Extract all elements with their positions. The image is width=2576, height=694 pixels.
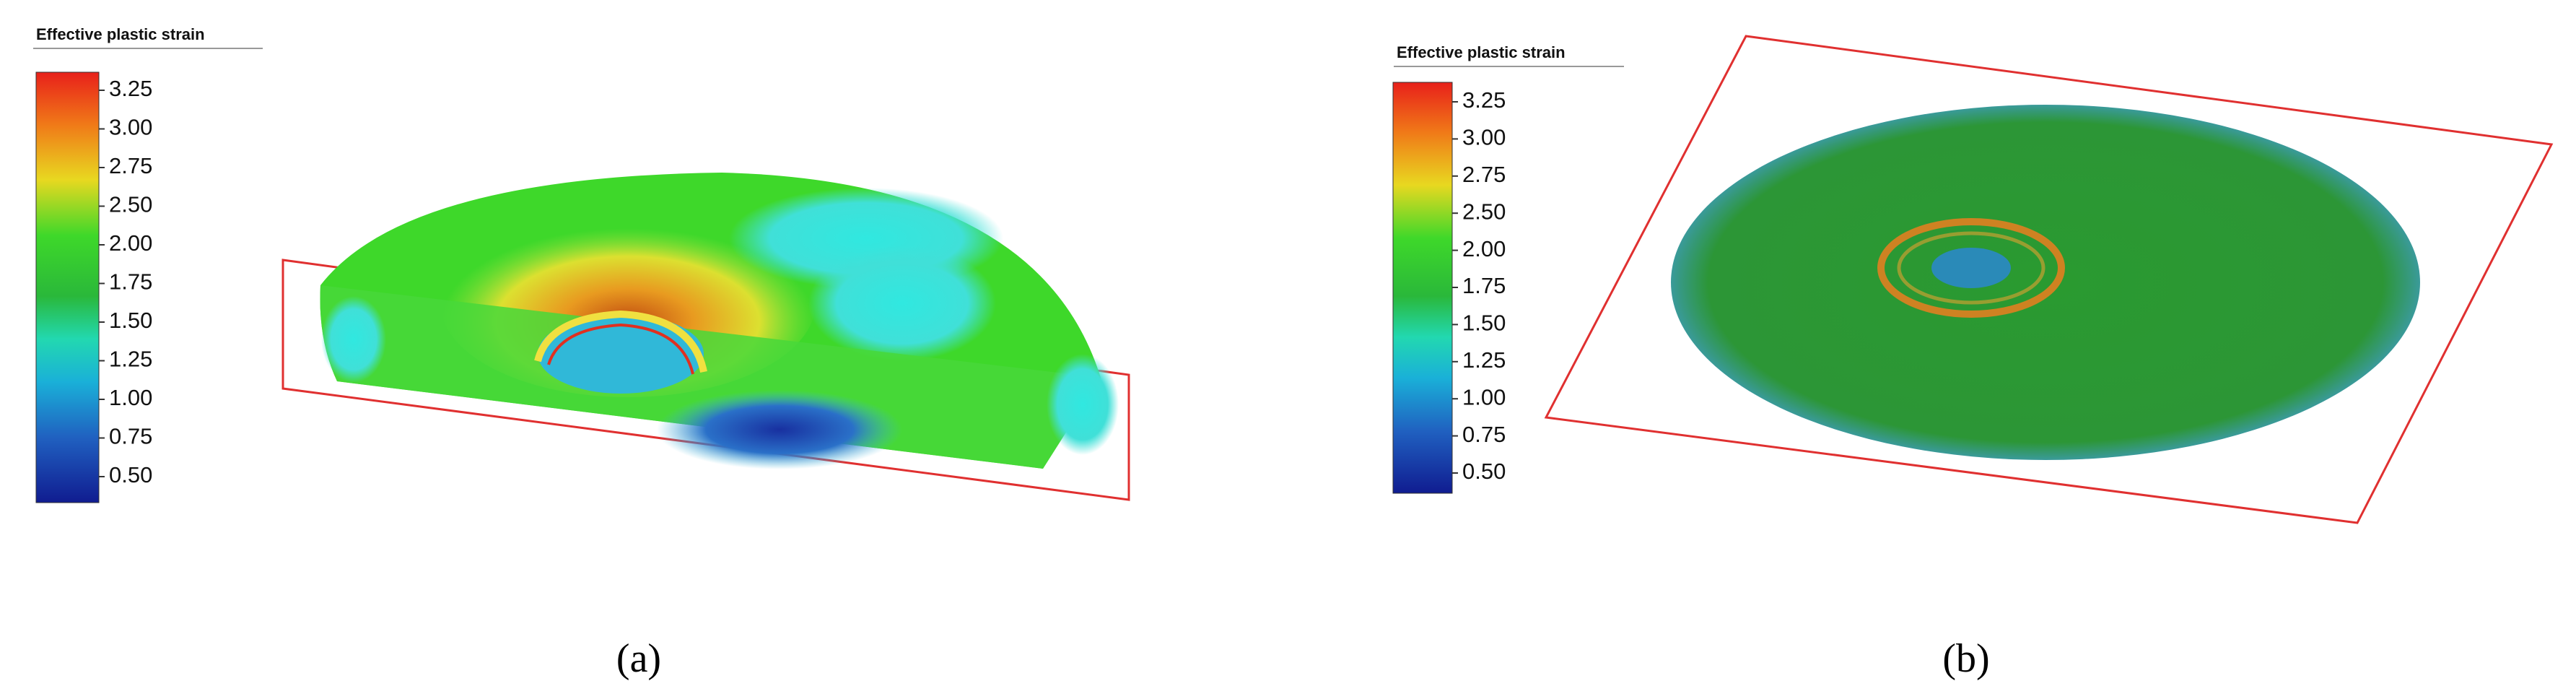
tick-label: 1.25: [109, 347, 152, 372]
cyan-zone: [321, 296, 386, 383]
cyan-zone: [1047, 354, 1119, 455]
tick-label: 2.50: [109, 192, 152, 217]
colorbar: [1392, 82, 1453, 494]
legend-title: Effective plastic strain: [1397, 43, 1566, 61]
tick-label: 0.50: [109, 462, 152, 487]
tick-label: 1.00: [109, 385, 152, 410]
plane: [1544, 35, 2554, 524]
tick-label: 0.50: [1462, 459, 1506, 484]
tick-label: 2.00: [1462, 236, 1506, 261]
model-a: [281, 173, 1130, 501]
ring: [547, 323, 694, 375]
colorbar: [35, 71, 100, 503]
tick-label: 3.25: [109, 76, 152, 101]
cyan-zone: [808, 246, 996, 361]
cut-face: [320, 285, 1101, 469]
model-b: [1544, 35, 2554, 524]
tick-label: 2.75: [1462, 162, 1506, 187]
caption: (a): [616, 636, 661, 681]
tick-label: 0.75: [1462, 422, 1506, 447]
tick-label: 1.50: [1462, 311, 1506, 336]
ring: [1897, 231, 2045, 305]
tick-label: 2.50: [1462, 199, 1506, 224]
center: [1931, 248, 2011, 288]
tick-label: 1.00: [1462, 384, 1506, 409]
blue-zone: [657, 390, 902, 469]
tick-label: 3.00: [1462, 125, 1506, 150]
tick-label: 3.00: [109, 115, 152, 140]
tick-label: 3.25: [1462, 87, 1506, 113]
caption: (b): [1942, 636, 1989, 681]
tick-label: 0.75: [109, 424, 152, 449]
legend: Effective plastic strain 3.25 3.00 2.75 2.50…: [33, 25, 263, 503]
legend: Effective plastic strain 3.25 3.00 2.75 2.50…: [1392, 43, 1624, 494]
tick-label: 1.50: [109, 308, 152, 333]
ring: [1877, 218, 2065, 318]
tick-label: 1.75: [1462, 273, 1506, 298]
tick-label: 2.00: [109, 230, 152, 256]
ring: [534, 310, 707, 373]
tick-label: 1.25: [1462, 347, 1506, 373]
tick-label: 2.75: [109, 153, 152, 178]
legend-title: Effective plastic strain: [36, 25, 205, 43]
disc: [1671, 105, 2420, 460]
tick-label: 1.75: [109, 269, 152, 295]
